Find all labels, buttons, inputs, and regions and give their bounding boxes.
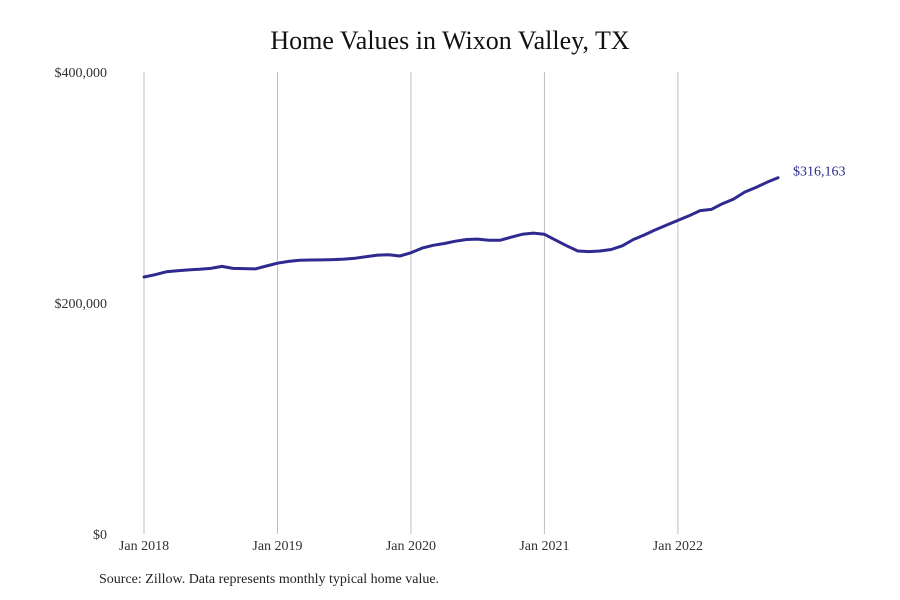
x-tick-label: Jan 2019: [252, 539, 302, 554]
vertical-gridlines: [143, 72, 679, 534]
end-value-label: $316,163: [793, 165, 846, 180]
y-axis-tick-labels: $0 $200,000 $400,000: [55, 66, 108, 543]
series-line: [142, 176, 780, 279]
x-axis-tick-labels: Jan 2018 Jan 2019 Jan 2020 Jan 2021 Jan 2022: [119, 539, 703, 554]
chart-title: Home Values in Wixon Valley, TX: [270, 26, 630, 55]
source-note: Source: Zillow. Data represents monthly …: [99, 572, 440, 587]
y-tick-label: $200,000: [55, 297, 108, 312]
x-tick-label: Jan 2022: [653, 539, 703, 554]
y-tick-label: $400,000: [55, 66, 108, 81]
x-tick-label: Jan 2021: [519, 539, 569, 554]
x-tick-label: Jan 2020: [386, 539, 436, 554]
y-tick-label: $0: [93, 528, 107, 543]
end-label-layer: $316,163: [793, 165, 846, 180]
x-tick-label: Jan 2018: [119, 539, 169, 554]
series-layer: [142, 176, 780, 279]
